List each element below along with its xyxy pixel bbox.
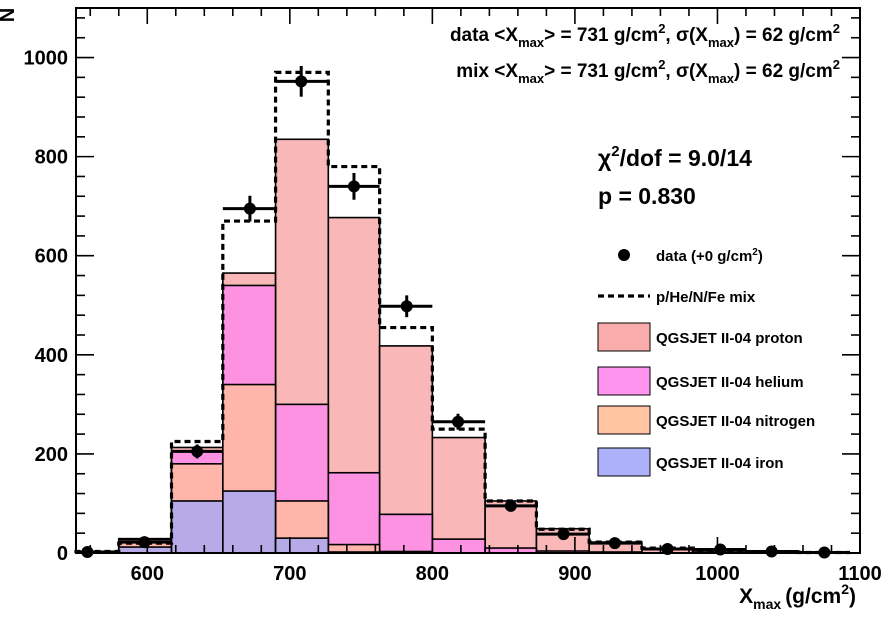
y-tick-label: 400 [35, 345, 68, 367]
hist-bar [170, 500, 224, 554]
data-marker [295, 75, 308, 88]
legend-label: QGSJET II-04 helium [656, 374, 804, 391]
hist-bar [378, 513, 434, 554]
data-point [379, 295, 433, 318]
legend-point-marker [618, 249, 630, 261]
legend-swatch [597, 405, 651, 435]
legend-label: QGSJET II-04 nitrogen [656, 413, 815, 430]
data-marker [138, 536, 151, 549]
data-point [485, 499, 537, 512]
legend-item: QGSJET II-04 iron [597, 447, 784, 477]
y-axis-title: N [0, 8, 19, 22]
legend-item: QGSJET II-04 proton [597, 322, 803, 352]
data-marker [608, 537, 621, 550]
legend: data (+0 g/cm2) p/He/N/Fe mix QGSJET II-04… [597, 247, 815, 477]
axes-layer: 600 700 800 900 1000 1100 0 200 400 600 800 1000 [24, 7, 882, 585]
legend-item: QGSJET II-04 nitrogen [597, 405, 815, 435]
data-point [328, 172, 380, 200]
y-tick-label: 0 [57, 543, 68, 565]
legend-swatch [597, 322, 651, 352]
legend-label: data (+0 g/cm2) [656, 247, 763, 265]
data-point [171, 444, 223, 459]
data-marker [452, 415, 465, 428]
hist-bar [274, 537, 330, 554]
data-point [222, 195, 276, 222]
data-marker [191, 445, 204, 458]
data-marker [400, 300, 413, 313]
x-tick-label: 1100 [838, 563, 881, 585]
legend-label: QGSJET II-04 iron [656, 455, 784, 472]
legend-item: p/He/N/Fe mix [598, 289, 756, 306]
hist-bar [327, 471, 381, 554]
stacked-histogram-layer [75, 138, 800, 554]
y-tick-label: 800 [35, 147, 68, 169]
data-marker [347, 180, 360, 193]
x-tick-label: 800 [416, 563, 449, 585]
legend-swatch [597, 366, 651, 396]
y-tick-label: 600 [35, 246, 68, 268]
data-marker [557, 528, 570, 541]
hist-bar [431, 436, 486, 554]
x-tick-label: 1000 [695, 563, 740, 585]
legend-item: QGSJET II-04 helium [597, 366, 804, 396]
data-point [536, 528, 590, 541]
legend-item: data (+0 g/cm2) [618, 247, 763, 265]
data-point [589, 537, 642, 550]
legend-label: p/He/N/Fe mix [656, 289, 756, 306]
data-marker [765, 545, 778, 558]
x-tick-label: 700 [273, 563, 306, 585]
data-mean-annotation: data <Xmax> = 731 g/cm2, σ(Xmax) = 62 g/… [450, 21, 840, 50]
x-tick-label: 600 [131, 563, 164, 585]
legend-swatch [597, 447, 651, 477]
legend-label: QGSJET II-04 proton [656, 330, 803, 347]
data-point [275, 65, 329, 97]
x-tick-label: 900 [558, 563, 591, 585]
pvalue-annotation: p = 0.830 [598, 183, 696, 209]
data-point [745, 545, 799, 558]
chi2-annotation: χ2/dof = 9.0/14 [598, 143, 752, 171]
data-marker [504, 499, 517, 512]
mix-mean-annotation: mix <Xmax> = 731 g/cm2, σ(Xmax) = 62 g/c… [456, 57, 840, 86]
data-marker [243, 202, 256, 215]
hist-bar [431, 538, 486, 554]
x-axis-title: Xmax (g/cm2) [739, 581, 856, 612]
plot-frame [75, 7, 861, 554]
y-tick-label: 1000 [24, 48, 69, 70]
y-tick-label: 200 [35, 444, 68, 466]
hist-bar [222, 490, 277, 554]
data-point [432, 413, 486, 430]
